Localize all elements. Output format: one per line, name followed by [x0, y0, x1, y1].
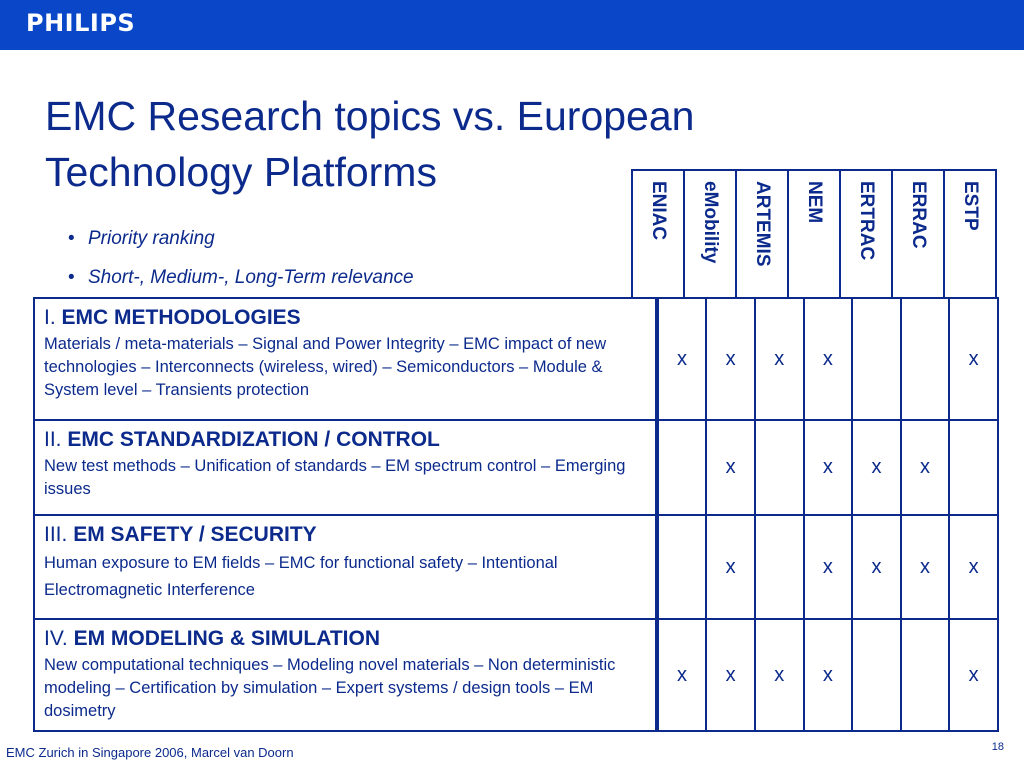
mark-cell: x [753, 297, 805, 421]
bullet-icon: • [68, 267, 75, 288]
topic-description: Human exposure to EM fields – EMC for fu… [44, 554, 558, 599]
topic-description: Materials / meta-materials – Signal and … [44, 335, 607, 399]
mark-cell [753, 514, 805, 620]
mark-cell [948, 419, 999, 516]
mark-cell [851, 297, 902, 421]
philips-logo: PHILIPS [26, 9, 136, 37]
mark-cell: x [705, 618, 756, 732]
table-row: III. EM SAFETY / SECURITY Human exposure… [33, 514, 999, 620]
topic-cell: III. EM SAFETY / SECURITY Human exposure… [33, 514, 659, 620]
topic-cell: II. EMC STANDARDIZATION / CONTROL New te… [33, 419, 659, 516]
mark-cell: x [899, 514, 951, 620]
bullet-list: • Priority ranking • Short-, Medium-, Long… [68, 219, 414, 297]
bullet-item: • Short-, Medium-, Long-Term relevance [68, 258, 414, 297]
mark-cell [851, 618, 902, 732]
mark-cell [655, 514, 708, 620]
brand-bar: PHILIPS [0, 0, 1024, 50]
page-number: 18 [991, 741, 1004, 753]
mark-cell: x [851, 514, 902, 620]
mark-cell: x [655, 618, 708, 732]
platform-col-nem: NEM [789, 171, 841, 297]
mark-cell: x [948, 618, 999, 732]
topic-number: II. [44, 428, 62, 451]
topic-heading: EMC STANDARDIZATION / CONTROL [67, 428, 440, 451]
platform-col-emobility: eMobility [685, 171, 737, 297]
mark-cell [655, 419, 708, 516]
mark-cell [899, 618, 951, 732]
bullet-item: • Priority ranking [68, 219, 414, 258]
mark-cell: x [802, 297, 854, 421]
mark-cell: x [948, 514, 999, 620]
platform-col-ertrac: ERTRAC [841, 171, 893, 297]
mark-cell: x [802, 514, 854, 620]
topic-heading: EM SAFETY / SECURITY [73, 523, 317, 546]
topic-number: IV. [44, 627, 68, 650]
mark-cell: x [705, 514, 756, 620]
mark-cell: x [655, 297, 708, 421]
table-row: II. EMC STANDARDIZATION / CONTROL New te… [33, 419, 999, 516]
topic-number: I. [44, 306, 56, 329]
bullet-icon: • [68, 228, 75, 249]
topic-cell: IV. EM MODELING & SIMULATION New computa… [33, 618, 659, 732]
topics-table: I. EMC METHODOLOGIES Materials / meta-ma… [33, 297, 999, 732]
footer-text: EMC Zurich in Singapore 2006, Marcel van… [6, 745, 294, 760]
mark-cell: x [705, 297, 756, 421]
mark-cell: x [753, 618, 805, 732]
mark-cell: x [705, 419, 756, 516]
topic-heading: EMC METHODOLOGIES [61, 306, 301, 329]
table-row: IV. EM MODELING & SIMULATION New computa… [33, 618, 999, 732]
mark-cell [899, 297, 951, 421]
platform-col-eniac: ENIAC [633, 171, 685, 297]
topic-number: III. [44, 523, 68, 546]
platform-header: ENIAC eMobility ARTEMIS NEM ERTRAC ERRAC… [631, 169, 997, 297]
topic-cell: I. EMC METHODOLOGIES Materials / meta-ma… [33, 297, 659, 421]
topic-heading: EM MODELING & SIMULATION [73, 627, 381, 650]
mark-cell [753, 419, 805, 516]
mark-cell: x [802, 618, 854, 732]
topic-description: New computational techniques – Modeling … [44, 656, 616, 720]
mark-cell: x [851, 419, 902, 516]
table-row: I. EMC METHODOLOGIES Materials / meta-ma… [33, 297, 999, 421]
platform-col-artemis: ARTEMIS [737, 171, 789, 297]
platform-col-errac: ERRAC [893, 171, 945, 297]
mark-cell: x [899, 419, 951, 516]
mark-cell: x [948, 297, 999, 421]
topic-description: New test methods – Unification of standa… [44, 457, 626, 498]
slide-title: EMC Research topics vs. European Technol… [45, 93, 695, 195]
platform-col-estp: ESTP [960, 181, 981, 231]
mark-cell: x [802, 419, 854, 516]
